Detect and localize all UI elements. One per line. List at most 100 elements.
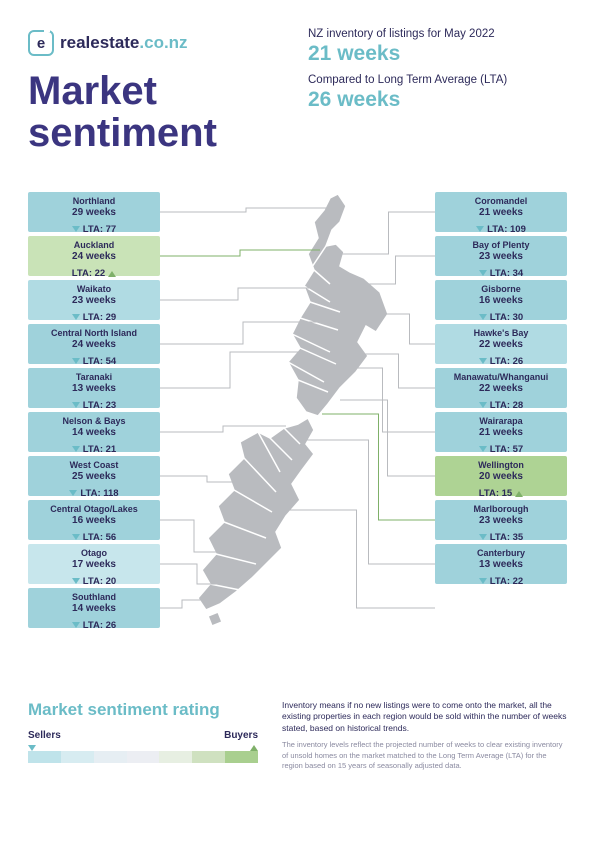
- lta-label: Compared to Long Term Average (LTA): [308, 74, 568, 86]
- region-card: Coromandel21 weeks LTA: 109: [435, 192, 567, 232]
- region-card: Wairarapa21 weeks LTA: 57: [435, 412, 567, 452]
- footnote: Inventory means if no new listings were …: [282, 700, 568, 777]
- region-card: Nelson & Bays14 weeks LTA: 21: [28, 412, 160, 452]
- triangle-down-icon: [479, 402, 487, 408]
- triangle-down-icon: [479, 578, 487, 584]
- rating-title: Market sentiment rating: [28, 700, 258, 720]
- triangle-down-icon: [72, 226, 80, 232]
- region-weeks: 25 weeks: [34, 471, 154, 484]
- region-weeks: 23 weeks: [441, 515, 561, 528]
- region-name: Otago: [34, 548, 154, 559]
- region-lta: LTA: 34: [479, 268, 523, 279]
- region-card: Central North Island24 weeks LTA: 54: [28, 324, 160, 364]
- triangle-down-icon: [479, 358, 487, 364]
- triangle-down-icon: [69, 490, 77, 496]
- region-name: Coromandel: [441, 196, 561, 207]
- region-lta: LTA: 26: [72, 620, 116, 631]
- triangle-down-icon: [479, 314, 487, 320]
- inventory-value: 21 weeks: [308, 42, 568, 66]
- region-weeks: 14 weeks: [34, 427, 154, 440]
- region-name: Wellington: [441, 460, 561, 471]
- inventory-label: NZ inventory of listings for May 2022: [308, 28, 568, 40]
- region-lta: LTA: 29: [72, 312, 116, 323]
- region-weeks: 13 weeks: [441, 559, 561, 572]
- lta-value: 26 weeks: [308, 88, 568, 112]
- region-weeks: 16 weeks: [34, 515, 154, 528]
- region-card: Central Otago/Lakes16 weeks LTA: 56: [28, 500, 160, 540]
- region-name: Waikato: [34, 284, 154, 295]
- triangle-down-icon: [72, 622, 80, 628]
- triangle-down-icon: [479, 270, 487, 276]
- header-stats: NZ inventory of listings for May 2022 21…: [308, 28, 568, 120]
- region-weeks: 29 weeks: [34, 207, 154, 220]
- triangle-down-icon: [72, 446, 80, 452]
- region-name: Nelson & Bays: [34, 416, 154, 427]
- region-lta: LTA: 35: [479, 532, 523, 543]
- region-name: Auckland: [34, 240, 154, 251]
- region-name: Central North Island: [34, 328, 154, 339]
- region-weeks: 20 weeks: [441, 471, 561, 484]
- triangle-down-icon: [72, 534, 80, 540]
- region-weeks: 21 weeks: [441, 427, 561, 440]
- region-weeks: 23 weeks: [34, 295, 154, 308]
- region-weeks: 16 weeks: [441, 295, 561, 308]
- region-name: Hawke's Bay: [441, 328, 561, 339]
- triangle-up-icon: [515, 491, 523, 497]
- region-name: Southland: [34, 592, 154, 603]
- region-lta: LTA: 26: [479, 356, 523, 367]
- triangle-down-icon: [72, 314, 80, 320]
- region-lta: LTA: 118: [69, 488, 118, 499]
- region-weeks: 17 weeks: [34, 559, 154, 572]
- region-name: Canterbury: [441, 548, 561, 559]
- triangle-down-icon: [72, 578, 80, 584]
- region-weeks: 24 weeks: [34, 251, 154, 264]
- region-name: Manawatu/Whanganui: [441, 372, 561, 383]
- region-weeks: 14 weeks: [34, 603, 154, 616]
- region-name: Bay of Plenty: [441, 240, 561, 251]
- triangle-down-icon: [476, 226, 484, 232]
- region-lta: LTA: 28: [479, 400, 523, 411]
- triangle-down-icon: [479, 534, 487, 540]
- triangle-down-icon: [72, 358, 80, 364]
- logo-text: realestate.co.nz: [60, 33, 188, 53]
- rating-swatch: [192, 751, 225, 763]
- region-lta: LTA: 54: [72, 356, 116, 367]
- nz-map: [180, 192, 400, 632]
- rating-swatch: [159, 751, 192, 763]
- region-card: Northland29 weeks LTA: 77: [28, 192, 160, 232]
- region-card: West Coast25 weeks LTA: 118: [28, 456, 160, 496]
- region-name: Wairarapa: [441, 416, 561, 427]
- region-lta: LTA: 77: [72, 224, 116, 235]
- region-name: West Coast: [34, 460, 154, 471]
- footnote-p1: Inventory means if no new listings were …: [282, 700, 568, 734]
- rating-right-label: Buyers: [224, 730, 258, 741]
- region-card: Gisborne16 weeks LTA: 30: [435, 280, 567, 320]
- logo-icon: e: [28, 30, 54, 56]
- region-lta: LTA: 22: [479, 576, 523, 587]
- region-lta: LTA: 15: [479, 488, 523, 499]
- region-lta: LTA: 57: [479, 444, 523, 455]
- region-name: Marlborough: [441, 504, 561, 515]
- region-name: Northland: [34, 196, 154, 207]
- region-card: Waikato23 weeks LTA: 29: [28, 280, 160, 320]
- region-weeks: 21 weeks: [441, 207, 561, 220]
- regions-right-column: Coromandel21 weeks LTA: 109Bay of Plenty…: [435, 192, 567, 588]
- region-name: Central Otago/Lakes: [34, 504, 154, 515]
- region-lta: LTA: 23: [72, 400, 116, 411]
- region-lta: LTA: 20: [72, 576, 116, 587]
- triangle-up-icon: [108, 271, 116, 277]
- region-card: Canterbury13 weeks LTA: 22: [435, 544, 567, 584]
- region-lta: LTA: 109: [476, 224, 526, 235]
- region-card: Auckland24 weeksLTA: 22: [28, 236, 160, 276]
- region-weeks: 13 weeks: [34, 383, 154, 396]
- region-lta: LTA: 30: [479, 312, 523, 323]
- rating-swatch: [94, 751, 127, 763]
- rating-swatch: [28, 751, 61, 763]
- region-card: Wellington20 weeks LTA: 15: [435, 456, 567, 496]
- region-card: Hawke's Bay22 weeks LTA: 26: [435, 324, 567, 364]
- region-name: Taranaki: [34, 372, 154, 383]
- region-weeks: 24 weeks: [34, 339, 154, 352]
- rating-left-label: Sellers: [28, 730, 61, 741]
- region-card: Marlborough23 weeks LTA: 35: [435, 500, 567, 540]
- region-card: Otago17 weeks LTA: 20: [28, 544, 160, 584]
